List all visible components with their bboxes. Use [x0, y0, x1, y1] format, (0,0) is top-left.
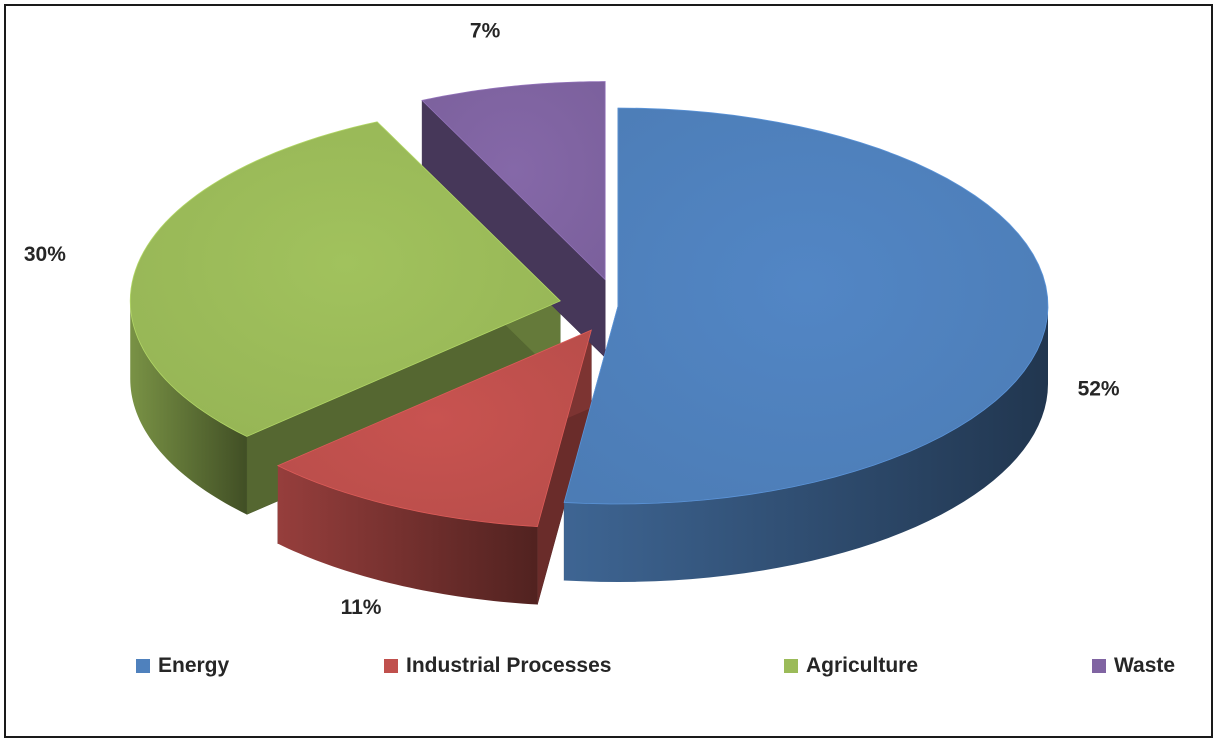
legend-label: Industrial Processes: [406, 654, 612, 677]
legend-label: Waste: [1114, 654, 1176, 677]
slice-side-energy: [564, 306, 1048, 582]
legend-item-industrial-processes: Industrial Processes: [384, 646, 611, 686]
legend: Energy Industrial Processes Agriculture Was…: [6, 646, 1215, 686]
slice-agriculture: [129, 121, 561, 437]
slice-energy: [563, 107, 1049, 505]
data-label-waste: 7%: [470, 20, 501, 43]
slice-side-industrial-processes: [277, 465, 538, 605]
legend-item-agriculture: Agriculture: [784, 646, 918, 686]
data-label-industrial-processes: 11%: [341, 596, 382, 619]
slice-waste: [421, 81, 606, 281]
legend-item-waste: Waste: [1092, 646, 1175, 686]
data-label-agriculture: 30%: [24, 243, 66, 266]
legend-swatch-agriculture: [784, 659, 798, 673]
legend-swatch-waste: [1092, 659, 1106, 673]
legend-label: Energy: [158, 654, 230, 677]
pie-tops: [129, 81, 1049, 527]
legend-item-energy: Energy: [136, 646, 229, 686]
legend-label: Agriculture: [806, 654, 919, 677]
pie-chart: 52% 11% 30% 7%: [24, 20, 1120, 619]
data-label-energy: 52%: [1078, 378, 1120, 401]
chart-frame: 52% 11% 30% 7% Energy Industrial Processes Ag…: [4, 4, 1213, 738]
legend-swatch-energy: [136, 659, 150, 673]
slice-side-agriculture: [130, 300, 247, 515]
slice-industrial-processes: [276, 329, 592, 527]
legend-swatch-industrial-processes: [384, 659, 398, 673]
pie-labels: 52% 11% 30% 7%: [24, 20, 1120, 619]
